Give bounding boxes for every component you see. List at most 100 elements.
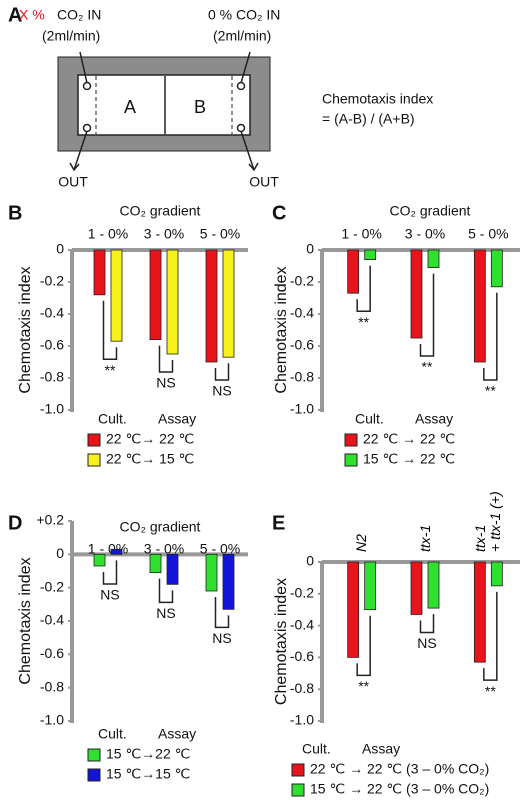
legend-title: Assay [415, 411, 453, 427]
chart-title: CO₂ gradient [390, 203, 471, 219]
significance-label: ** [105, 362, 116, 378]
chamber [77, 74, 251, 136]
y-tick-label: +0.2 [36, 512, 64, 528]
chamber-label: B [194, 97, 206, 117]
significance-label: NS [212, 383, 231, 399]
x-tick-label: N2 [353, 534, 370, 552]
legend-label: 22 ℃→ 22 ℃ [106, 431, 194, 447]
inlet-percent: X % [19, 7, 45, 23]
bar [427, 249, 440, 269]
outlet-label: OUT [249, 174, 279, 190]
significance-bracket [483, 591, 498, 681]
significance-bracket [158, 578, 174, 604]
legend-title: Cult. [98, 726, 127, 742]
y-axis-label: Chemotaxis index [273, 578, 290, 705]
legend-label: 22 ℃ → 22 ℃ (3 – 0% CO₂) [310, 761, 489, 777]
formula-title: Chemotaxis index [322, 91, 433, 107]
x-tick-label: 5 - 0% [200, 226, 240, 242]
y-tick-label: -0.6 [290, 337, 314, 353]
y-tick-label: -1.0 [40, 401, 64, 417]
y-tick-label: -0.6 [40, 645, 64, 661]
bar [222, 553, 235, 610]
significance-label: ** [358, 678, 369, 694]
legend-swatch [87, 453, 101, 467]
legend-title: Assay [362, 741, 400, 757]
significance-label: ** [358, 314, 369, 330]
x-tick-label: 1 - 0% [88, 226, 128, 242]
bar [410, 561, 423, 615]
legend-swatch [87, 748, 101, 762]
panel-label: D [8, 512, 22, 534]
y-axis-label: Chemotaxis index [273, 266, 290, 393]
y-tick-label: -0.8 [40, 678, 64, 694]
y-tick-label: 0 [56, 545, 64, 561]
panel-label: E [272, 512, 285, 534]
formula: = (A-B) / (A+B) [322, 111, 415, 127]
y-tick-label: 0 [56, 241, 64, 257]
bar [490, 249, 503, 288]
bar [364, 561, 377, 611]
panel-label: C [272, 202, 286, 224]
inlet-flow: (2ml/min) [42, 28, 100, 44]
x-tick-label: 3 - 0% [144, 226, 184, 242]
y-tick-label: -1.0 [290, 712, 314, 728]
significance-label: NS [156, 375, 175, 391]
significance-label: ** [422, 359, 433, 375]
significance-bracket [356, 615, 371, 677]
x-tick-label: 1 - 0% [341, 226, 381, 242]
significance-label: NS [156, 605, 175, 621]
significance-label: ** [485, 383, 496, 399]
bar [149, 249, 162, 340]
legend-swatch [87, 768, 101, 782]
y-tick-label: -1.0 [40, 712, 64, 728]
inlet-gas: CO₂ IN [57, 7, 101, 23]
legend-title: Cult. [98, 411, 127, 427]
legend-label: 15 ℃→15 ℃ [106, 766, 190, 782]
bar [347, 249, 360, 294]
bar [205, 249, 218, 363]
legend-label: 15 ℃ → 22 ℃ (3 – 0% CO₂) [310, 781, 489, 797]
bar [427, 561, 440, 609]
bar [222, 249, 235, 358]
bar [205, 553, 218, 592]
legend-swatch [87, 433, 101, 447]
bar [473, 561, 486, 663]
x-tick-label: 3 - 0% [405, 226, 445, 242]
significance-label: NS [417, 635, 436, 651]
legend-label: 22 ℃→ 15 ℃ [106, 451, 194, 467]
bar [490, 561, 503, 587]
y-axis-label: Chemotaxis index [17, 557, 34, 684]
legend-swatch [291, 783, 305, 797]
y-tick-label: -0.2 [40, 273, 64, 289]
significance-bracket [419, 614, 435, 634]
significance-bracket [214, 363, 230, 381]
significance-label: NS [212, 630, 231, 646]
legend-title: Cult. [355, 411, 384, 427]
inlet-flow: (2ml/min) [213, 28, 271, 44]
outlet-label: OUT [58, 174, 88, 190]
x-tick-label: 5 - 0% [200, 541, 240, 557]
y-tick-label: 0 [306, 241, 314, 257]
x-tick-label: ttx-1 + ttx-1 (+) [472, 491, 504, 552]
y-tick-label: -0.6 [290, 648, 314, 664]
chart-title: CO₂ gradient [120, 519, 201, 535]
y-axis-label: Chemotaxis index [17, 266, 34, 393]
bar [149, 553, 162, 574]
bar [110, 548, 123, 555]
x-tick-label: 5 - 0% [468, 226, 508, 242]
legend-title: Assay [158, 726, 196, 742]
panel-label: A [8, 4, 22, 26]
significance-bracket [102, 300, 118, 360]
legend-label: 15 ℃ → 22 ℃ [363, 451, 455, 467]
legend-swatch [344, 433, 358, 447]
ports [69, 51, 259, 172]
panel-label: B [8, 202, 22, 224]
y-tick-label: -0.2 [290, 273, 314, 289]
inlet-gas: 0 % CO₂ IN [208, 7, 280, 23]
legend-label: 15 ℃→22 ℃ [106, 746, 190, 762]
significance-bracket [102, 560, 118, 585]
y-tick-label: -0.4 [40, 612, 64, 628]
legend-swatch [344, 453, 358, 467]
